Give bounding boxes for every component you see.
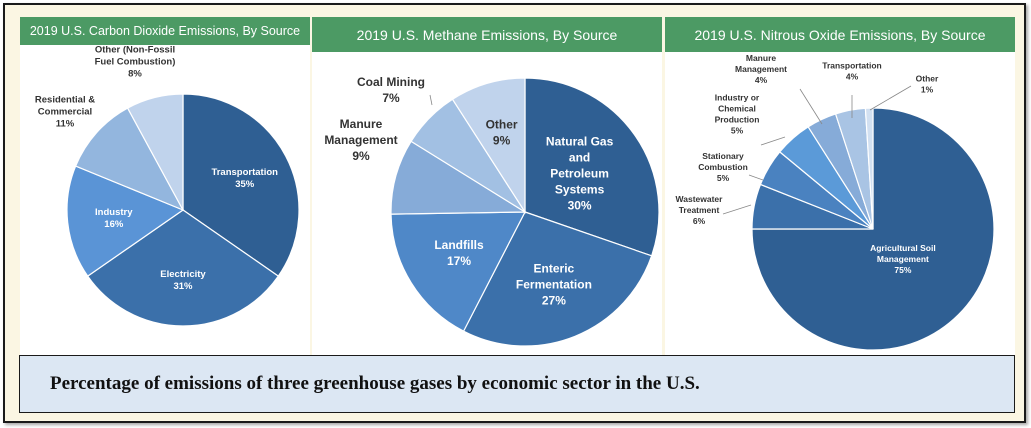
slice-value-label: 16% — [104, 219, 124, 230]
slice-category-label: Other — [486, 118, 518, 132]
slice-category-label: Other — [916, 74, 939, 84]
methane-chart-title: 2019 U.S. Methane Emissions, By Source — [312, 17, 662, 52]
pie-slice — [524, 77, 660, 257]
slice-value-label: 5% — [717, 173, 730, 183]
slice-label: Manure Management 9% — [324, 117, 397, 163]
methane-pie-chart: Natural Gas and Petroleum Systems 30% Enteric… — [324, 75, 660, 347]
slice-value-label: 6% — [693, 216, 706, 226]
co2-chart-panel: 2019 U.S. Carbon Dioxide Emissions, By S… — [20, 17, 310, 355]
slice-value-label: 7% — [382, 91, 400, 105]
methane-chart-panel: 2019 U.S. Methane Emissions, By Source N… — [312, 17, 662, 355]
slice-category-label: Residential & — [35, 94, 95, 105]
slice-category-label: Management — [877, 254, 929, 264]
slice-category-label: Transportation — [822, 61, 882, 71]
slice-value-label: 9% — [352, 149, 370, 163]
slice-category-label: Wastewater — [676, 194, 724, 204]
figure-frame: 2019 U.S. Carbon Dioxide Emissions, By S… — [3, 3, 1026, 423]
slice-category-label: Chemical — [718, 104, 756, 114]
slice-category-label: Other (Non-Fossil — [95, 44, 175, 55]
slice-value-label: 35% — [235, 179, 255, 190]
slice-value-label: 17% — [447, 254, 471, 268]
slice-value-label: 27% — [542, 293, 566, 307]
slice-value-label: 4% — [755, 75, 768, 85]
nitrous-oxide-pie-chart: Agricultural SoilManagement75%Wastewater… — [676, 53, 995, 351]
slice-value-label: 8% — [128, 68, 142, 79]
slice-category-label: Petroleum — [550, 166, 609, 180]
co2-chart-title: 2019 U.S. Carbon Dioxide Emissions, By S… — [20, 17, 310, 45]
slice-category-label: Systems — [555, 182, 605, 196]
nitrous-oxide-chart-title: 2019 U.S. Nitrous Oxide Emissions, By So… — [665, 17, 1015, 52]
slice-category-label: and — [569, 150, 590, 164]
slice-category-label: Treatment — [679, 205, 720, 215]
slice-category-label: Transportation — [211, 167, 278, 178]
pie-slice — [126, 93, 184, 211]
slice-category-label: Production — [715, 115, 760, 125]
caption-box: Percentage of emissions of three greenho… — [19, 355, 1015, 413]
pie-slice — [462, 211, 653, 347]
pie-slice — [451, 77, 526, 215]
slice-label: Enteric Fermentation 27% — [516, 261, 592, 307]
pie-slice — [182, 93, 300, 277]
co2-pie-chart: Transportation35%Electricity31%Industry1… — [35, 44, 300, 327]
slice-category-label: Industry — [95, 207, 133, 218]
slice-category-label: Manure — [340, 117, 383, 131]
slice-value-label: 11% — [56, 118, 75, 129]
pie-slice — [66, 165, 185, 277]
slice-category-label: Commercial — [38, 106, 92, 117]
slice-label: Other 9% — [486, 118, 518, 148]
slice-category-label: Fuel Combustion) — [95, 56, 176, 67]
leader-line — [722, 204, 752, 215]
slice-value-label: 30% — [568, 198, 592, 212]
pie-slice — [390, 211, 526, 332]
slice-category-label: Electricity — [160, 269, 206, 280]
slice-value-label: 5% — [731, 126, 744, 136]
slice-value-label: 75% — [894, 265, 911, 275]
slice-value-label: 4% — [846, 72, 859, 82]
slice-category-label: Natural Gas — [546, 134, 614, 148]
pie-slice — [86, 209, 280, 327]
slice-category-label: Enteric — [534, 261, 575, 275]
leader-line — [869, 85, 912, 111]
slice-category-label: Agricultural Soil — [870, 243, 936, 253]
slice-category-label: Management — [735, 64, 787, 74]
leader-line — [799, 88, 823, 125]
pie-slice — [74, 107, 185, 212]
slice-value-label: 31% — [173, 281, 193, 292]
slice-category-label: Fermentation — [516, 277, 592, 291]
figure-caption: Percentage of emissions of three greenho… — [50, 373, 700, 394]
leader-line — [429, 94, 433, 106]
leader-line — [748, 174, 764, 181]
slice-category-label: Manure — [746, 53, 777, 63]
nitrous-oxide-chart-panel: 2019 U.S. Nitrous Oxide Emissions, By So… — [665, 17, 1015, 355]
slice-label: Natural Gas and Petroleum Systems 30% — [546, 134, 614, 212]
slice-category-label: Combustion — [698, 162, 748, 172]
slice-category-label: Landfills — [434, 238, 484, 252]
slice-category-label: Management — [324, 133, 397, 147]
slice-label: Coal Mining 7% — [357, 75, 425, 105]
slice-value-label: 1% — [921, 85, 934, 95]
slice-category-label: Coal Mining — [357, 75, 425, 89]
slice-value-label: 9% — [493, 134, 511, 148]
slice-category-label: Industry or — [715, 93, 760, 103]
slice-label: Landfills 17% — [434, 238, 484, 268]
slice-category-label: Stationary — [702, 151, 744, 161]
leader-line — [760, 136, 786, 146]
